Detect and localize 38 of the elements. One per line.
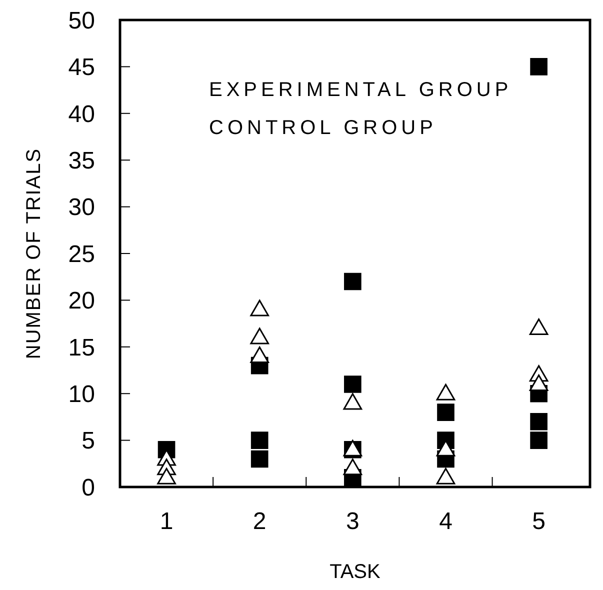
point	[436, 468, 456, 484]
point	[344, 272, 362, 290]
point	[343, 393, 362, 410]
point	[250, 300, 270, 316]
x-tick-label: 4	[439, 508, 452, 535]
y-tick-label: 45	[68, 54, 95, 82]
x-axis-title: TASK	[330, 561, 382, 583]
y-tick-label: 20	[68, 288, 95, 315]
x-tick-label: 1	[160, 508, 174, 535]
point	[530, 432, 548, 449]
point	[250, 328, 270, 344]
y-tick-label: 10	[68, 381, 95, 408]
y-tick-label: 15	[68, 334, 95, 362]
point	[157, 468, 176, 484]
point	[437, 404, 454, 421]
annotation: CONTROL GROUP	[209, 117, 437, 139]
x-tick-label: 5	[532, 508, 546, 535]
point	[530, 412, 548, 430]
point	[343, 458, 362, 476]
x-tick-label: 2	[252, 508, 266, 535]
point	[529, 374, 548, 392]
point	[530, 58, 548, 76]
y-tick-label: 35	[68, 148, 95, 174]
y-tick-label: 40	[68, 100, 95, 128]
y-tick-label: 25	[68, 240, 95, 268]
y-axis-title: NUMBER OF TRIALS	[23, 148, 45, 360]
y-tick-label: 0	[82, 474, 95, 502]
point	[436, 384, 456, 400]
point	[529, 318, 548, 335]
y-tick-label: 5	[82, 428, 95, 455]
point	[250, 450, 268, 468]
y-tick-label: 30	[68, 194, 95, 222]
point	[250, 432, 268, 449]
x-tick-label: 3	[346, 508, 360, 535]
point	[344, 376, 362, 393]
annotation: EXPERIMENTAL GROUP	[209, 79, 512, 101]
point	[250, 346, 270, 363]
y-tick-label: 50	[68, 7, 95, 34]
